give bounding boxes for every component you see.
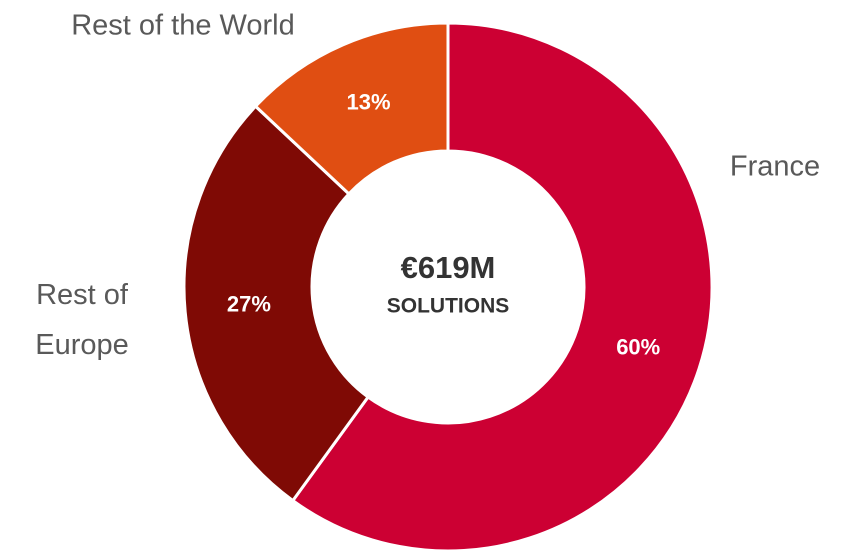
data-label: 60% [616,335,660,360]
donut-slice [253,21,450,197]
center-value: €619M [401,250,496,285]
category-label: Rest of Europe [35,279,129,361]
category-label: Rest of the World [71,10,295,42]
donut-slice [182,104,371,503]
data-label: 27% [227,292,271,317]
donut-slice [290,21,714,552]
category-label: France [730,151,820,183]
data-label: 13% [347,89,391,114]
center-label: SOLUTIONS [387,295,510,318]
